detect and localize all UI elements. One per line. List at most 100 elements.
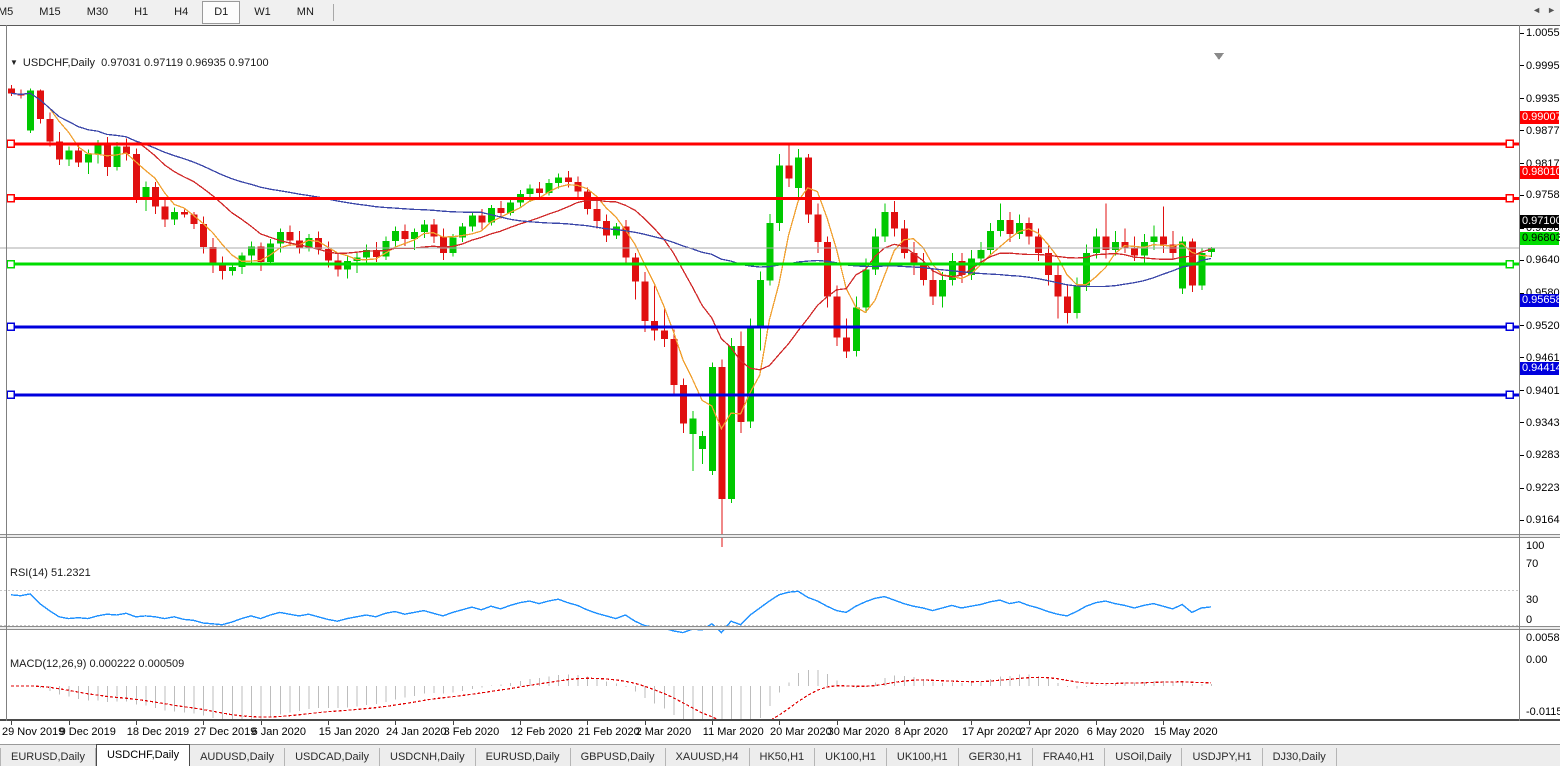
macd-pane-splitter[interactable] bbox=[0, 626, 1560, 630]
toolbar-separator bbox=[332, 4, 334, 21]
time-axis-label: 2 Mar 2020 bbox=[635, 726, 692, 738]
price-axis-tick-mark bbox=[1519, 98, 1524, 100]
timeframe-button-m5[interactable]: M5 bbox=[0, 6, 14, 18]
price-axis-tick-mark bbox=[1519, 32, 1524, 34]
timeframe-button-mn[interactable]: MN bbox=[296, 6, 314, 18]
time-axis-tick-mark bbox=[644, 721, 646, 725]
price-axis-tick-mark bbox=[1519, 194, 1524, 196]
chart-canvas[interactable] bbox=[0, 51, 1519, 745]
chart-tab-xauusd-7[interactable]: XAUUSD,H4 bbox=[666, 748, 750, 766]
rsi-pane-splitter[interactable] bbox=[0, 534, 1560, 538]
ma-fast-line bbox=[10, 92, 1212, 431]
price-axis-tick: 0.97585 bbox=[1526, 189, 1560, 202]
time-axis-label: 6 Jan 2020 bbox=[251, 726, 307, 738]
chart-title: ▼ USDCHF,Daily 0.97031 0.97119 0.96935 0.… bbox=[10, 57, 269, 69]
time-axis-label: 27 Dec 2019 bbox=[194, 726, 257, 738]
price-level-badge: 0.94414 bbox=[1520, 362, 1560, 376]
timeframe-button-m30[interactable]: M30 bbox=[86, 6, 109, 18]
macd-signal-line bbox=[11, 676, 1212, 727]
chart-tab-bar: EURUSD,Daily USDCHF,Daily AUDUSD,Daily USDC… bbox=[0, 744, 1560, 766]
chart-tab-ger30-11[interactable]: GER30,H1 bbox=[959, 748, 1033, 766]
time-axis-tick-mark bbox=[135, 721, 137, 725]
price-level-badge: 0.95658 bbox=[1520, 294, 1560, 308]
price-axis-tick-mark bbox=[1519, 454, 1524, 456]
tab-scroll-right-icon[interactable]: ► bbox=[1547, 5, 1556, 15]
symbol-dropdown-icon[interactable]: ▼ bbox=[10, 58, 18, 67]
price-level-badge: 0.98010 bbox=[1520, 165, 1560, 179]
price-axis-tick-mark bbox=[1519, 390, 1524, 392]
price-axis-tick-mark bbox=[1519, 259, 1524, 261]
chart-tab-usdcnh-4[interactable]: USDCNH,Daily bbox=[380, 748, 476, 766]
rsi-axis-tick: 0 bbox=[1526, 614, 1533, 626]
chart-tab-uk100-9[interactable]: UK100,H1 bbox=[815, 748, 887, 766]
timeframe-button-d1[interactable]: D1 bbox=[202, 1, 241, 24]
chart-tab-usoil-13[interactable]: USOil,Daily bbox=[1105, 748, 1183, 766]
ma-slow-line bbox=[10, 92, 1212, 288]
timeframe-button-h1[interactable]: H1 bbox=[134, 6, 149, 18]
current-price-badge: 0.97100 bbox=[1520, 215, 1560, 229]
chart-tab-hk50-8[interactable]: HK50,H1 bbox=[750, 748, 816, 766]
chart-window[interactable]: ▼ USDCHF,Daily 0.97031 0.97119 0.96935 0.… bbox=[0, 25, 1560, 745]
price-axis-tick: 0.94015 bbox=[1526, 384, 1560, 397]
time-axis-label: 15 May 2020 bbox=[1154, 726, 1218, 738]
time-axis-tick-mark bbox=[260, 721, 262, 725]
price-level-badge: 0.96803 bbox=[1520, 231, 1560, 245]
chart-tab-usdjpy-14[interactable]: USDJPY,H1 bbox=[1182, 748, 1263, 766]
time-axis-label: 6 May 2020 bbox=[1086, 726, 1145, 738]
time-axis-label: 17 Apr 2020 bbox=[962, 726, 1022, 738]
chart-tab-gbpusd-6[interactable]: GBPUSD,Daily bbox=[571, 748, 666, 766]
price-level-badge: 0.99007 bbox=[1520, 111, 1560, 125]
price-axis-separator bbox=[1519, 25, 1520, 721]
timeframe-button-w1[interactable]: W1 bbox=[254, 6, 271, 18]
price-axis-tick-mark bbox=[1519, 325, 1524, 327]
price-axis-tick-mark bbox=[1519, 292, 1524, 294]
time-axis-tick-mark bbox=[1028, 721, 1030, 725]
chart-tab-usdcad-3[interactable]: USDCAD,Daily bbox=[285, 748, 381, 766]
time-axis[interactable]: 29 Nov 2019 9 Dec 2019 18 Dec 2019 27 Dec 2… bbox=[0, 721, 1560, 744]
time-axis-tick-mark bbox=[971, 721, 972, 725]
time-axis-tick-mark bbox=[519, 721, 521, 725]
time-axis-label: 8 Apr 2020 bbox=[894, 726, 949, 738]
time-axis-tick-mark bbox=[327, 721, 329, 725]
price-axis-tick: 1.00555 bbox=[1526, 27, 1560, 40]
price-axis-tick-mark bbox=[1519, 163, 1524, 165]
chart-bottom-border bbox=[0, 719, 1560, 721]
time-axis-label: 29 Nov 2019 bbox=[2, 726, 65, 738]
tab-scroll-left-icon[interactable]: ◄ bbox=[1532, 5, 1542, 15]
timeframe-button-h4[interactable]: H4 bbox=[174, 6, 189, 18]
price-axis-tick-mark bbox=[1519, 130, 1524, 132]
chart-tab-uk100-10[interactable]: UK100,H1 bbox=[887, 748, 959, 766]
time-axis-label: 21 Feb 2020 bbox=[578, 726, 640, 738]
time-axis-tick-mark bbox=[587, 721, 588, 725]
chart-tab-usdchf-1[interactable]: USDCHF,Daily bbox=[95, 744, 191, 766]
time-axis-tick-mark bbox=[203, 721, 204, 725]
price-axis-tick: 0.91645 bbox=[1526, 514, 1560, 527]
time-axis-label: 24 Jan 2020 bbox=[386, 726, 447, 738]
macd-axis-tick: 0.005818 bbox=[1526, 632, 1560, 644]
chart-left-frame bbox=[6, 25, 7, 721]
timeframe-toolbar: M5 M15 M30 H1 H4 D1 W1 MN bbox=[0, 0, 1560, 25]
rsi-line bbox=[10, 590, 1212, 634]
time-axis-tick-mark bbox=[11, 721, 12, 725]
rsi-axis-tick: 30 bbox=[1526, 593, 1539, 606]
time-axis-label: 12 Feb 2020 bbox=[510, 726, 573, 738]
rsi-indicator-label: RSI(14) 51.2321 bbox=[10, 567, 91, 579]
timeframe-button-m15[interactable]: M15 bbox=[39, 6, 61, 18]
time-axis-tick-mark bbox=[452, 721, 454, 725]
macd-indicator-label: MACD(12,26,9) 0.000222 0.000509 bbox=[10, 658, 185, 670]
time-axis-tick-mark bbox=[395, 721, 396, 725]
chart-tab-eurusd-5[interactable]: EURUSD,Daily bbox=[476, 748, 571, 766]
time-axis-label: 18 Dec 2019 bbox=[126, 726, 190, 738]
price-axis-tick-mark bbox=[1519, 357, 1524, 359]
time-axis-label: 27 Apr 2020 bbox=[1019, 726, 1079, 738]
chart-tab-audusd-2[interactable]: AUDUSD,Daily bbox=[190, 748, 286, 766]
time-axis-tick-mark bbox=[1163, 721, 1164, 725]
chart-tab-dj30-15[interactable]: DJ30,Daily bbox=[1263, 748, 1337, 766]
price-axis-tick: 0.94615 bbox=[1526, 351, 1560, 364]
chart-tab-fra40-12[interactable]: FRA40,H1 bbox=[1033, 748, 1106, 766]
time-axis-label: 20 Mar 2020 bbox=[770, 726, 832, 738]
chart-tab-eurusd-0[interactable]: EURUSD,Daily bbox=[0, 748, 96, 766]
